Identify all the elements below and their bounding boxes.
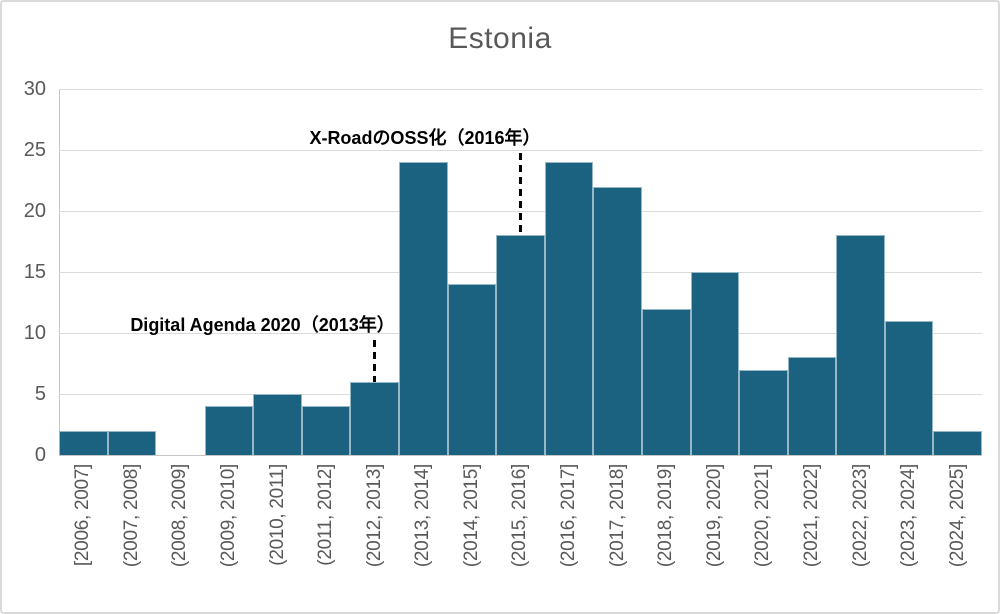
annotation-dashed-line [373,340,377,382]
x-tick-label: (2018, 2019] [655,464,677,568]
x-label-cell: [2006, 2007] [59,464,108,609]
bar [836,235,885,455]
bar [544,162,594,455]
bar [59,430,108,455]
x-axis-baseline [59,455,982,456]
x-label-cell: (2021, 2022] [788,464,837,609]
bar [204,406,254,455]
x-label-cell: (2022, 2023] [836,464,885,609]
y-tick-label: 15 [23,261,46,283]
y-tick-label: 10 [23,322,46,344]
x-tick-label: (2019, 2020] [703,464,725,568]
x-tick-label: (2020, 2021] [752,464,774,568]
x-tick-label: (2023, 2024] [898,464,920,568]
x-tick-label: (2012, 2013] [363,464,385,568]
annotation-label: Digital Agenda 2020（2013年） [130,315,395,335]
x-label-cell: (2015, 2016] [496,464,545,609]
gridline [59,150,982,151]
x-tick-label: (2014, 2015] [460,464,482,568]
x-label-cell: (2011, 2012] [302,464,351,609]
x-tick-label: (2024, 2025] [946,464,968,568]
annotation-label: X-RoadのOSS化（2016年） [309,128,541,148]
x-tick-label: (2010, 2011] [266,464,288,566]
x-tick-label: (2022, 2023] [849,464,871,568]
bar [641,308,691,455]
x-label-cell: (2024, 2025] [933,464,982,609]
x-tick-label: (2013, 2014] [412,464,434,568]
bar [690,272,740,455]
x-label-cell: (2023, 2024] [885,464,934,609]
x-label-cell: (2020, 2021] [739,464,788,609]
x-tick-label: (2017, 2018] [606,464,628,568]
x-tick-label: (2021, 2022] [800,464,822,568]
x-tick-label: (2015, 2016] [509,464,531,568]
x-label-cell: (2009, 2010] [205,464,254,609]
gridline [59,89,982,90]
bar [787,357,837,455]
x-label-cell: (2010, 2011] [253,464,302,609]
bar [933,430,982,455]
x-label-cell: (2012, 2013] [350,464,399,609]
bar [884,320,934,455]
annotation-dashed-line [519,153,522,236]
x-tick-label: (2007, 2008] [120,464,142,568]
y-tick-label: 5 [34,383,46,405]
y-tick-label: 0 [34,444,46,466]
x-tick-label: (2008, 2009] [169,464,191,568]
bar [107,430,157,455]
x-tick-label: (2016, 2017] [558,464,580,568]
bar [447,284,497,455]
x-tick-label: (2011, 2012] [315,464,337,566]
y-tick-label: 20 [23,200,46,222]
x-label-cell: (2018, 2019] [642,464,691,609]
x-tick-label: (2009, 2010] [218,464,240,568]
x-label-cell: (2013, 2014] [399,464,448,609]
x-label-cell: (2017, 2018] [593,464,642,609]
y-tick-label: 25 [23,139,46,161]
bar [593,186,642,455]
x-label-cell: (2007, 2008] [108,464,157,609]
x-label-cell: (2014, 2015] [448,464,497,609]
bar [739,369,788,455]
bar [301,406,351,455]
bar [399,162,448,455]
plot-area [59,89,982,456]
bar [253,394,302,455]
x-label-cell: (2016, 2017] [545,464,594,609]
bar [350,381,400,455]
x-label-cell: (2019, 2020] [691,464,740,609]
x-tick-label: [2006, 2007] [72,464,94,567]
bar [496,235,545,455]
x-label-cell: (2008, 2009] [156,464,205,609]
chart-title: Estonia [448,22,552,55]
y-tick-label: 30 [23,78,46,100]
